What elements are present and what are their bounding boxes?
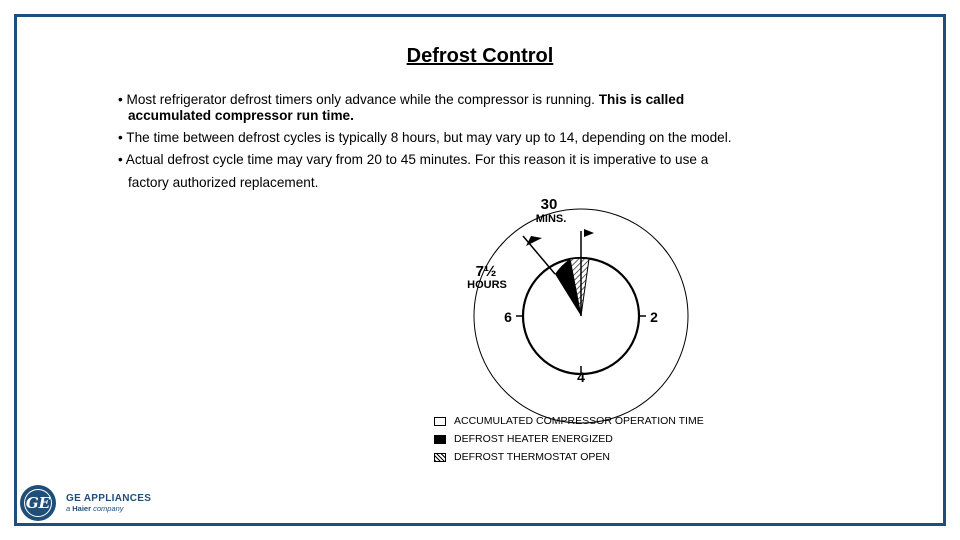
arc-arrow-right	[584, 229, 594, 237]
ge-appliances-logo: GE GE APPLIANCES a Haier company	[20, 485, 151, 521]
bullet-1: • Most refrigerator defrost timers only …	[118, 92, 848, 124]
bullet-3: • Actual defrost cycle time may vary fro…	[118, 152, 848, 191]
seven-half-hour-pointer	[522, 235, 556, 275]
legend-item-operation: ACCUMULATED COMPRESSOR OPERATION TIME	[434, 415, 704, 428]
logo-sub-brand: Haier	[72, 504, 92, 513]
hatched-swatch-icon	[434, 453, 446, 462]
label-tick-6: 6	[504, 309, 512, 325]
legend-label-heater: DEFROST HEATER ENERGIZED	[454, 433, 613, 445]
logo-name: GE APPLIANCES	[66, 493, 152, 504]
diagram-legend: ACCUMULATED COMPRESSOR OPERATION TIME DE…	[434, 415, 704, 469]
bullet-1-bold: This is called	[598, 92, 685, 107]
label-tick-2: 2	[650, 309, 658, 325]
legend-label-operation: ACCUMULATED COMPRESSOR OPERATION TIME	[454, 415, 704, 427]
bullet-list: • Most refrigerator defrost timers only …	[118, 92, 848, 197]
bullet-1-text: • Most refrigerator defrost timers only …	[118, 92, 595, 107]
bullet-2: • The time between defrost cycles is typ…	[118, 130, 848, 146]
logo-sub-suffix: company	[93, 504, 124, 513]
logo-text: GE APPLIANCES a Haier company	[66, 493, 151, 513]
logo-sub-prefix: a	[66, 504, 71, 513]
ge-monogram-text: GE	[24, 489, 52, 517]
legend-item-heater: DEFROST HEATER ENERGIZED	[434, 433, 704, 446]
ge-monogram-icon: GE	[20, 485, 56, 521]
black-swatch-icon	[434, 435, 446, 444]
slide-frame	[14, 14, 946, 526]
bullet-2-text: • The time between defrost cycles is typ…	[118, 130, 732, 145]
slide-title: Defrost Control	[406, 45, 554, 67]
logo-subtitle: a Haier company	[66, 504, 151, 513]
label-hours: HOURS	[467, 279, 507, 291]
legend-label-thermostat: DEFROST THERMOSTAT OPEN	[454, 451, 610, 463]
arc-arrow-left	[526, 236, 542, 246]
label-tick-4: 4	[577, 369, 585, 385]
label-mins: MINS.	[536, 213, 567, 225]
bullet-3-cont: factory authorized replacement.	[128, 175, 319, 190]
white-swatch-icon	[434, 417, 446, 426]
outer-circle	[473, 208, 689, 424]
bullet-1-bold-cont: accumulated compressor run time.	[128, 108, 354, 123]
bullet-3-text: • Actual defrost cycle time may vary fro…	[118, 152, 709, 167]
thermostat-open-sector	[569, 257, 590, 317]
heater-energized-sector	[555, 259, 581, 316]
legend-item-thermostat: DEFROST THERMOSTAT OPEN	[434, 451, 704, 464]
label-30: 30	[541, 196, 558, 213]
label-7-half: 7½	[476, 263, 497, 280]
